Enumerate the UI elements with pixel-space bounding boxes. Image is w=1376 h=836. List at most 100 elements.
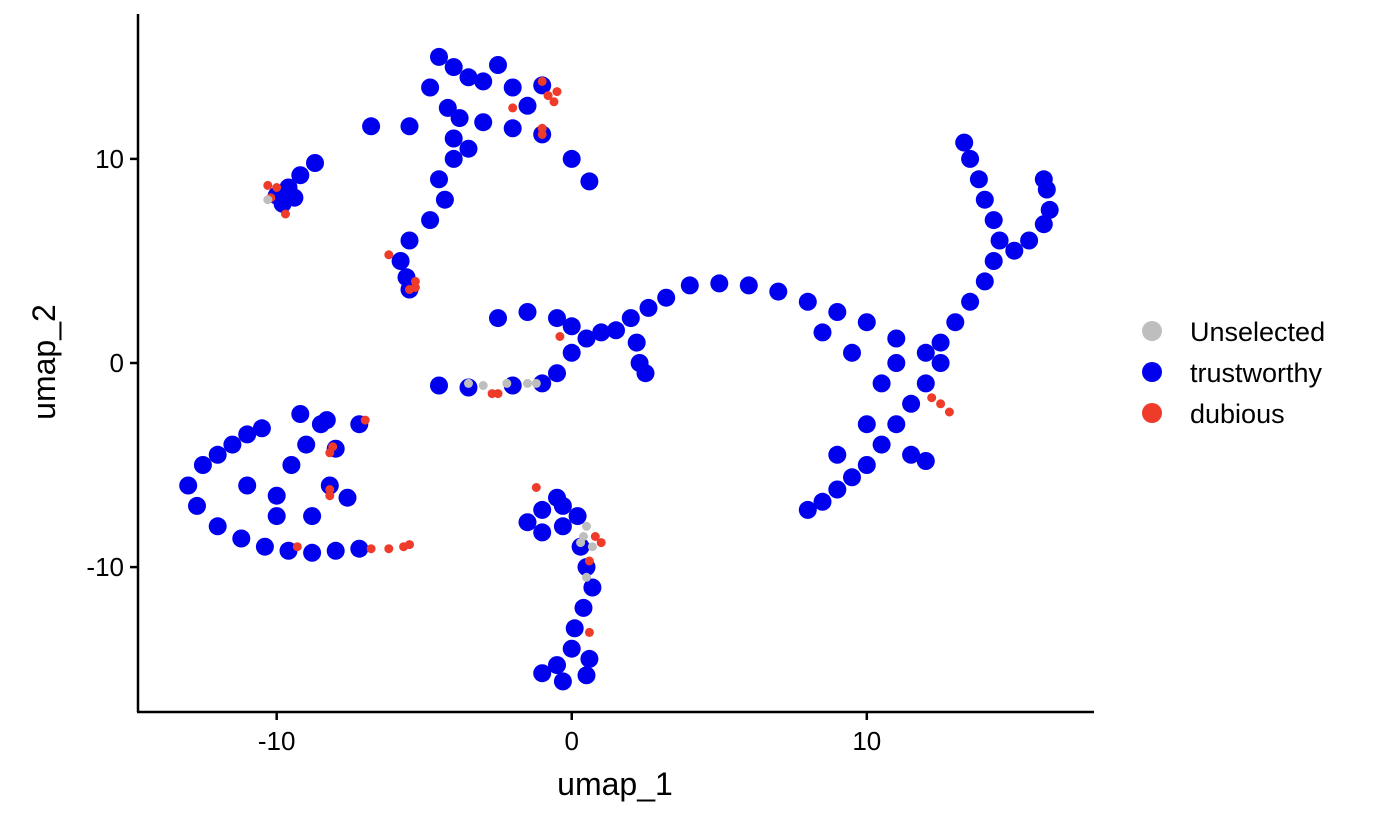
point-dubious-1: [553, 87, 562, 96]
point-dubious-11: [384, 250, 393, 259]
point-trustworthy-126: [533, 501, 551, 519]
point-trustworthy-3: [421, 79, 439, 97]
point-trustworthy-100: [932, 334, 950, 352]
point-trustworthy-125: [548, 489, 566, 507]
point-unselected-10: [582, 573, 591, 582]
point-trustworthy-97: [858, 415, 876, 433]
point-trustworthy-128: [533, 523, 551, 541]
point-trustworthy-91: [799, 501, 817, 519]
point-dubious-22: [384, 544, 393, 553]
point-dubious-10: [281, 210, 290, 219]
point-trustworthy-110: [955, 134, 973, 152]
point-trustworthy-1: [445, 58, 463, 76]
point-trustworthy-83: [917, 374, 935, 392]
legend-key-dubious: [1142, 403, 1162, 423]
legend-key-trustworthy: [1142, 362, 1162, 382]
point-trustworthy-76: [769, 283, 787, 301]
legend-label-unselected: Unselected: [1190, 317, 1325, 347]
point-trustworthy-130: [569, 507, 587, 525]
point-trustworthy-84: [902, 395, 920, 413]
point-trustworthy-118: [519, 303, 537, 321]
point-trustworthy-104: [985, 252, 1003, 270]
ticks-layer: -10 0 10 -10 0 10: [86, 144, 881, 756]
point-unselected-2: [502, 379, 511, 388]
point-trustworthy-73: [681, 276, 699, 294]
point-trustworthy-82: [932, 354, 950, 372]
point-trustworthy-16: [445, 130, 463, 148]
point-dubious-34: [585, 557, 594, 566]
point-dubious-31: [532, 483, 541, 492]
point-unselected-8: [588, 542, 597, 551]
point-trustworthy-140: [554, 672, 572, 690]
point-trustworthy-77: [799, 293, 817, 311]
point-trustworthy-111: [1005, 242, 1023, 260]
point-trustworthy-98: [828, 446, 846, 464]
point-trustworthy-8: [451, 109, 469, 127]
point-dubious-15: [361, 416, 370, 425]
point-trustworthy-37: [223, 436, 241, 454]
point-dubious-17: [325, 448, 334, 457]
legend-label-dubious: dubious: [1190, 399, 1285, 429]
axes-layer: [137, 14, 1094, 712]
point-dubious-29: [936, 399, 945, 408]
y-tick-label-2: 10: [95, 144, 124, 174]
point-trustworthy-14: [563, 150, 581, 168]
point-trustworthy-89: [828, 481, 846, 499]
point-dubious-33: [597, 538, 606, 547]
point-trustworthy-59: [291, 405, 309, 423]
point-trustworthy-58: [303, 507, 321, 525]
point-trustworthy-86: [873, 436, 891, 454]
x-tick-label-0: -10: [258, 726, 296, 756]
point-trustworthy-27: [460, 140, 478, 158]
point-trustworthy-108: [970, 170, 988, 188]
point-trustworthy-22: [392, 252, 410, 270]
point-unselected-9: [576, 538, 585, 547]
point-trustworthy-47: [350, 540, 368, 558]
point-trustworthy-18: [430, 170, 448, 188]
point-trustworthy-48: [238, 477, 256, 495]
point-trustworthy-112: [1020, 232, 1038, 250]
point-trustworthy-34: [179, 477, 197, 495]
point-trustworthy-101: [946, 313, 964, 331]
point-trustworthy-102: [961, 293, 979, 311]
point-trustworthy-72: [657, 289, 675, 307]
point-trustworthy-138: [533, 664, 551, 682]
point-unselected-5: [263, 195, 272, 204]
point-trustworthy-40: [188, 497, 206, 515]
point-trustworthy-0: [430, 48, 448, 66]
point-unselected-6: [582, 522, 591, 531]
point-trustworthy-134: [575, 599, 593, 617]
point-trustworthy-139: [578, 666, 596, 684]
point-trustworthy-19: [436, 191, 454, 209]
series-trustworthy: [179, 48, 1058, 691]
point-trustworthy-120: [563, 317, 581, 335]
x-axis-title: umap_1: [557, 766, 673, 802]
point-trustworthy-117: [489, 309, 507, 327]
point-trustworthy-69: [607, 321, 625, 339]
point-trustworthy-17: [445, 150, 463, 168]
point-trustworthy-50: [282, 456, 300, 474]
point-dubious-14: [411, 283, 420, 292]
point-trustworthy-45: [303, 544, 321, 562]
point-trustworthy-109: [961, 150, 979, 168]
point-trustworthy-15: [580, 172, 598, 190]
point-trustworthy-31: [306, 154, 324, 172]
point-dubious-0: [538, 77, 547, 86]
point-trustworthy-60: [318, 411, 336, 429]
point-trustworthy-9: [401, 117, 419, 135]
point-dubious-27: [555, 332, 564, 341]
legend-key-unselected: [1142, 321, 1162, 341]
x-tick-label-2: 10: [852, 726, 881, 756]
point-trustworthy-36: [209, 446, 227, 464]
point-dubious-7: [263, 181, 272, 190]
point-trustworthy-121: [628, 334, 646, 352]
point-trustworthy-35: [194, 456, 212, 474]
point-trustworthy-42: [232, 530, 250, 548]
point-trustworthy-136: [563, 640, 581, 658]
point-trustworthy-70: [622, 309, 640, 327]
point-trustworthy-30: [291, 166, 309, 184]
point-trustworthy-78: [828, 303, 846, 321]
point-trustworthy-96: [814, 323, 832, 341]
point-dubious-30: [945, 408, 954, 417]
